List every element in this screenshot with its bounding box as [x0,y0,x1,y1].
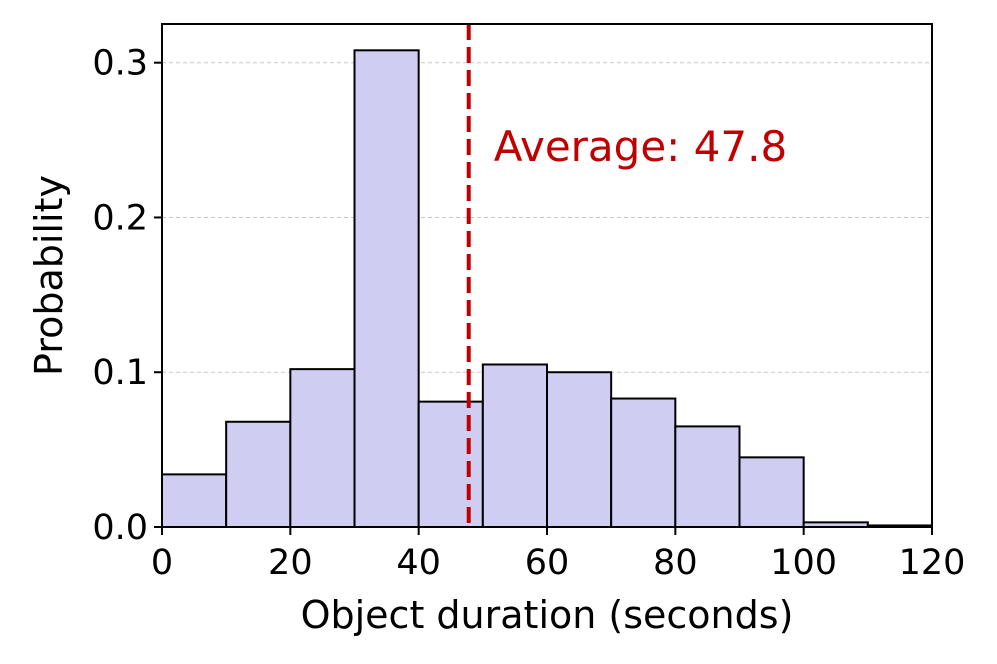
histogram-bar [289,368,356,528]
histogram-bar [481,363,549,528]
y-tick-label: 0.1 [92,353,148,393]
x-tick-label: 120 [899,543,966,583]
plot-area-frame [161,23,933,528]
grid-lines [162,62,932,373]
histogram-bar [674,425,741,528]
y-tick-label: 0.2 [92,198,148,238]
x-axis-title: Object duration (seconds) [301,593,794,637]
average-marker: Average: 47.8 [466,24,788,527]
x-tick-label: 40 [396,543,441,583]
histogram-bar [610,397,677,528]
histogram-bar [161,473,228,528]
y-tick-label: 0.0 [92,508,148,548]
x-axis-ticks: 0 20 40 60 80 100 120 [151,527,966,583]
y-tick-label: 0.3 [92,44,148,84]
x-tick-label: 0 [151,543,173,583]
histogram-bar [546,371,613,528]
histogram-bar [353,49,420,529]
x-tick-label: 20 [268,543,313,583]
histogram-bars [161,49,933,529]
x-tick-label: 100 [770,543,837,583]
histogram-bar [225,420,292,529]
histogram-bar [738,456,805,529]
x-tick-label: 60 [525,543,570,583]
y-axis-ticks: 0.0 0.1 0.2 0.3 [92,44,162,548]
average-label: Average: 47.8 [494,122,788,171]
x-tick-label: 80 [653,543,698,583]
histogram-bar [417,400,484,529]
y-axis-title: Probability [27,175,71,376]
